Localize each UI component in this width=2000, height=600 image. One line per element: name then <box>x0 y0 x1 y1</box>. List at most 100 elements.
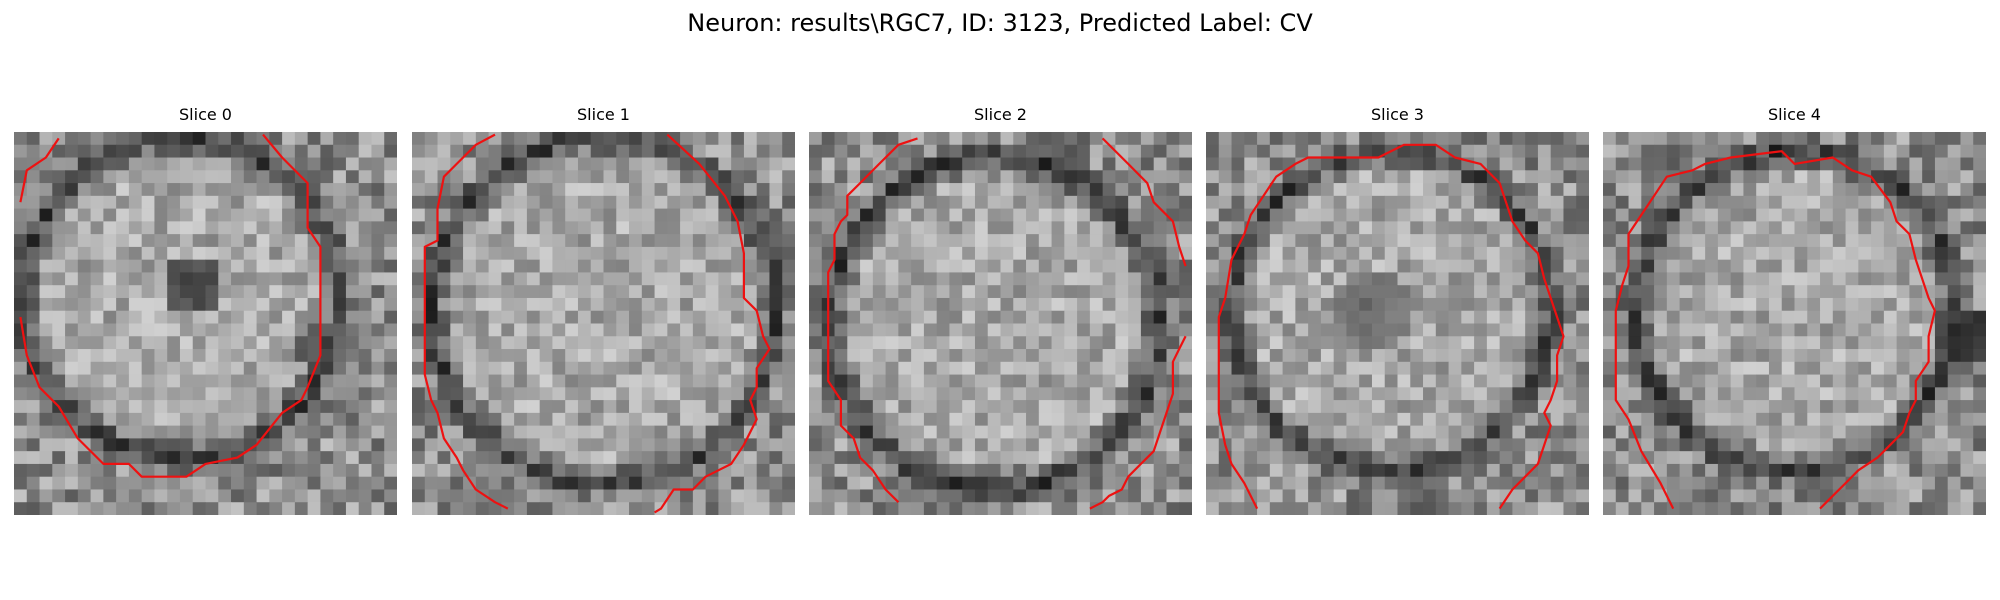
image-pixel <box>424 272 438 286</box>
image-pixel <box>1717 502 1732 515</box>
image-pixel <box>1244 259 1258 273</box>
image-pixel <box>243 502 257 515</box>
image-pixel <box>269 349 283 363</box>
image-pixel <box>1448 297 1462 312</box>
image-pixel <box>860 400 874 414</box>
image-pixel <box>1064 310 1078 324</box>
image-pixel <box>1794 221 1808 235</box>
image-pixel <box>718 246 732 261</box>
image-pixel <box>577 144 592 158</box>
image-pixel <box>1153 144 1167 158</box>
image-pixel <box>898 476 912 490</box>
image-pixel <box>885 157 899 171</box>
image-pixel <box>269 489 283 503</box>
image-pixel <box>1563 412 1577 427</box>
image-pixel <box>141 489 155 503</box>
image-pixel <box>923 195 938 209</box>
image-pixel <box>205 323 219 337</box>
image-pixel <box>282 272 296 286</box>
image-pixel <box>872 502 886 515</box>
image-pixel <box>949 208 963 222</box>
image-pixel <box>949 349 963 363</box>
image-pixel <box>1934 349 1949 363</box>
image-pixel <box>1397 246 1411 261</box>
image-pixel <box>1231 387 1245 401</box>
image-pixel <box>424 234 438 248</box>
image-pixel <box>1359 144 1373 158</box>
image-pixel <box>1820 412 1834 427</box>
image-pixel <box>629 412 643 427</box>
image-pixel <box>1397 502 1411 515</box>
image-pixel <box>384 297 397 312</box>
image-pixel <box>743 349 758 363</box>
image-pixel <box>1679 157 1693 171</box>
image-pixel <box>1089 323 1104 337</box>
image-pixel <box>1089 489 1104 503</box>
image-pixel <box>1525 259 1539 273</box>
image-pixel <box>1038 451 1052 465</box>
image-pixel <box>641 234 655 248</box>
segmentation-contour <box>654 133 771 514</box>
image-pixel <box>1320 272 1335 286</box>
image-pixel <box>641 246 655 261</box>
image-pixel <box>603 438 617 452</box>
image-pixel <box>1257 259 1271 273</box>
image-pixel <box>1576 476 1589 490</box>
image-pixel <box>872 183 886 197</box>
image-pixel <box>384 425 397 439</box>
image-pixel <box>1550 438 1564 452</box>
image-pixel <box>1717 463 1732 478</box>
image-pixel <box>680 285 694 299</box>
image-pixel <box>1807 463 1821 478</box>
image-pixel <box>1871 132 1885 146</box>
image-pixel <box>1397 476 1411 490</box>
image-pixel <box>269 502 283 515</box>
image-pixel <box>1333 144 1347 158</box>
image-pixel <box>526 272 541 286</box>
image-pixel <box>603 310 617 324</box>
image-pixel <box>962 451 976 465</box>
image-pixel <box>1231 361 1245 375</box>
image-pixel <box>718 132 732 146</box>
image-pixel <box>1448 425 1462 439</box>
image-pixel <box>1499 412 1513 427</box>
image-pixel <box>705 489 719 503</box>
image-pixel <box>860 157 874 171</box>
image-pixel <box>412 132 426 146</box>
image-pixel <box>26 132 40 146</box>
image-pixel <box>1179 310 1192 324</box>
image-pixel <box>974 208 989 222</box>
image-pixel <box>1499 400 1513 414</box>
image-pixel <box>1128 246 1142 261</box>
image-pixel <box>1730 144 1744 158</box>
image-pixel <box>782 246 795 261</box>
image-pixel <box>1333 489 1347 503</box>
image-pixel <box>1845 476 1859 490</box>
image-pixel <box>705 349 719 363</box>
image-pixel <box>667 234 681 248</box>
image-pixel <box>412 400 426 414</box>
image-pixel <box>488 285 502 299</box>
image-pixel <box>1615 144 1629 158</box>
image-pixel <box>437 246 451 261</box>
image-pixel <box>1947 438 1961 452</box>
image-pixel <box>654 412 668 427</box>
image-pixel <box>911 387 925 401</box>
image-pixel <box>1384 400 1398 414</box>
image-pixel <box>488 310 502 324</box>
image-pixel <box>231 425 245 439</box>
image-pixel <box>488 425 502 439</box>
image-pixel <box>949 387 963 401</box>
image-pixel <box>962 387 976 401</box>
image-pixel <box>641 502 655 515</box>
image-pixel <box>1550 195 1564 209</box>
image-pixel <box>1064 297 1078 312</box>
image-pixel <box>705 425 719 439</box>
image-pixel <box>1346 502 1360 515</box>
image-pixel <box>1781 170 1795 184</box>
image-pixel <box>1320 132 1335 146</box>
image-pixel <box>692 489 707 503</box>
image-pixel <box>1679 246 1693 261</box>
image-pixel <box>552 272 566 286</box>
image-pixel <box>1257 476 1271 490</box>
